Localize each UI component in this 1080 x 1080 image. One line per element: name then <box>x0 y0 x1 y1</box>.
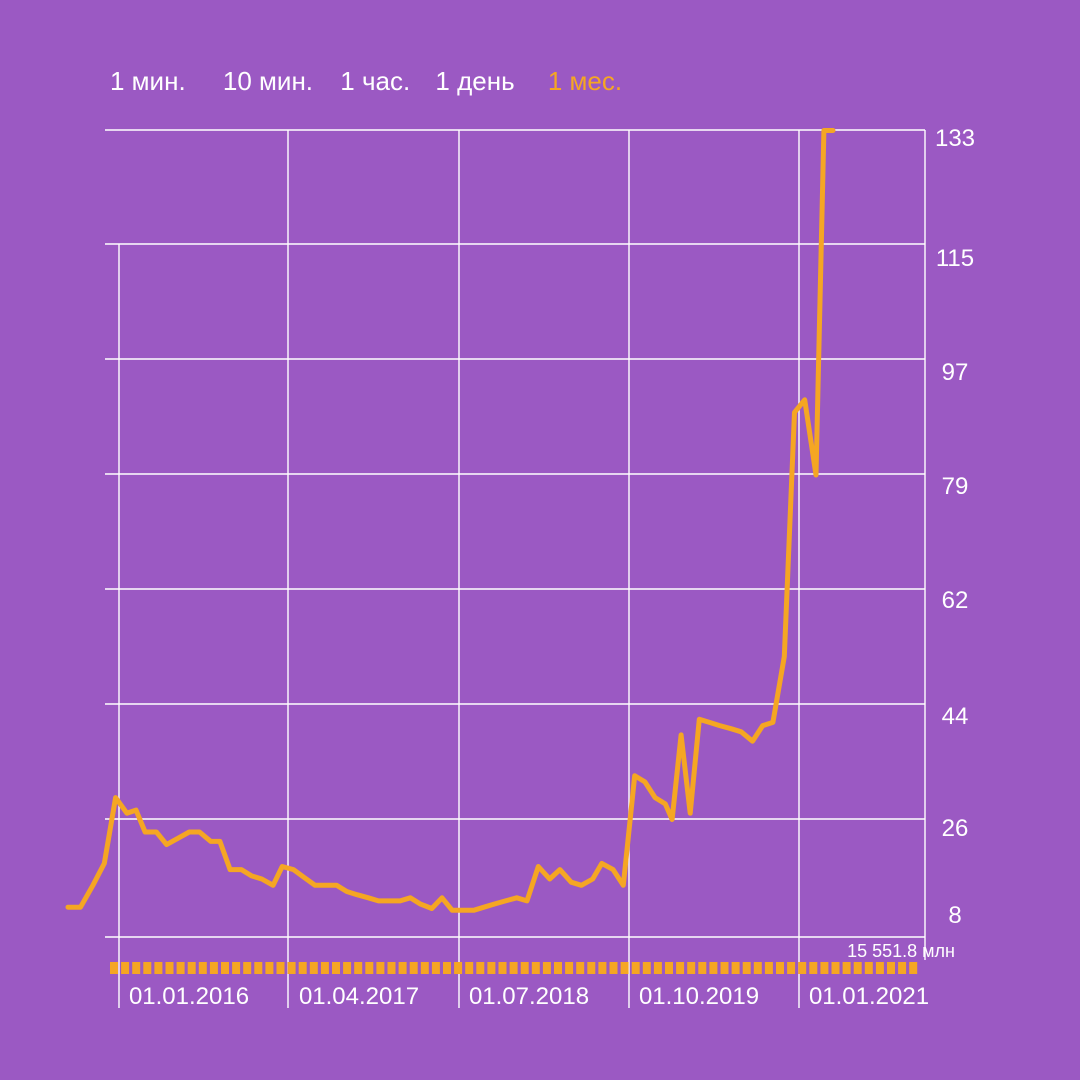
volume-segment <box>265 962 274 974</box>
volume-segment <box>853 962 862 974</box>
volume-segment <box>520 962 529 974</box>
volume-segment <box>354 962 363 974</box>
volume-segment <box>620 962 629 974</box>
volume-segment <box>143 962 152 974</box>
volume-label: 15 551.8 млн <box>847 941 955 961</box>
volume-segment <box>764 962 773 974</box>
volume-segment <box>443 962 451 974</box>
volume-segment <box>254 962 263 974</box>
volume-segment <box>698 962 707 974</box>
tab-10-min[interactable]: 10 мин. <box>222 66 314 96</box>
volume-segment <box>154 962 163 974</box>
volume-segment <box>820 962 829 974</box>
volume-segment <box>221 962 229 974</box>
volume-segment <box>653 962 662 974</box>
volume-segment <box>121 962 130 974</box>
x-tick-label: 01.01.2016 <box>129 983 249 1010</box>
series-line <box>65 128 836 913</box>
volume-segment <box>742 962 751 974</box>
volume-segment <box>165 962 174 974</box>
volume-segment <box>642 962 651 974</box>
y-tick-label: 97 <box>942 359 969 386</box>
tab-1-hour[interactable]: 1 час. <box>340 66 411 96</box>
volume-segment <box>909 962 918 974</box>
volume-segment <box>509 962 518 974</box>
volume-segment <box>209 962 218 974</box>
volume-segment <box>720 962 729 974</box>
volume-segment <box>454 962 463 974</box>
volume-segment <box>875 962 884 974</box>
volume-segment <box>731 962 740 974</box>
volume-segment <box>276 962 285 974</box>
volume-segment <box>298 962 307 974</box>
volume-segment <box>320 962 329 974</box>
volume-segment <box>809 962 818 974</box>
volume-segment <box>787 962 796 974</box>
volume-segment <box>132 962 141 974</box>
volume-segment <box>565 962 574 974</box>
volume-segment <box>376 962 385 974</box>
volume-segment <box>609 962 618 974</box>
volume-segment <box>842 962 851 974</box>
volume-segment <box>431 962 440 974</box>
volume-segment <box>498 962 507 974</box>
x-tick-label: 01.04.2017 <box>299 983 419 1010</box>
y-tick-label: 79 <box>942 473 969 500</box>
tab-1-month[interactable]: 1 мес. <box>547 66 623 96</box>
volume-segment <box>531 962 540 974</box>
volume-segment <box>753 962 762 974</box>
volume-segment <box>198 962 207 974</box>
timeframe-tabs: 1 мин. 10 мин. 1 час. 1 день 1 мес. <box>110 66 622 97</box>
volume-segment <box>110 962 118 974</box>
volume-segment <box>887 962 895 974</box>
volume-segment <box>409 962 418 974</box>
volume-segment <box>587 962 596 974</box>
volume-segment <box>387 962 396 974</box>
volume-segment <box>332 962 340 974</box>
volume-segment <box>776 962 784 974</box>
y-tick-label: 115 <box>936 245 974 272</box>
volume-segment <box>309 962 318 974</box>
volume-segment <box>487 962 496 974</box>
volume-segment <box>365 962 374 974</box>
volume-segment <box>709 962 718 974</box>
volume-segment <box>898 962 907 974</box>
y-tick-label: 26 <box>942 815 969 842</box>
volume-segment <box>798 962 807 974</box>
volume-segment <box>864 962 873 974</box>
volume-segment <box>598 962 607 974</box>
volume-segment <box>398 962 407 974</box>
volume-segment <box>676 962 685 974</box>
volume-segment <box>542 962 551 974</box>
volume-segment <box>187 962 196 974</box>
volume-segment <box>831 962 840 974</box>
y-axis-labels: 133 115 97 79 62 44 26 8 <box>935 125 975 929</box>
chart-grid <box>105 129 926 1008</box>
volume-segment <box>232 962 241 974</box>
volume-segment <box>476 962 485 974</box>
tab-1-day[interactable]: 1 день <box>435 66 515 96</box>
tab-1-min[interactable]: 1 мин. <box>110 66 186 96</box>
x-tick-label: 01.01.2021 <box>809 983 929 1010</box>
x-axis-labels: 01.01.2016 01.04.2017 01.07.2018 01.10.2019… <box>129 983 929 1010</box>
volume-segment <box>287 962 296 974</box>
volume-segment <box>465 962 474 974</box>
volume-segment <box>420 962 429 974</box>
volume-segment <box>665 962 673 974</box>
volume-segment <box>554 962 562 974</box>
volume-bar <box>110 962 918 974</box>
volume-segment <box>176 962 185 974</box>
y-tick-label: 8 <box>948 902 961 929</box>
y-tick-label: 62 <box>942 587 969 614</box>
x-tick-label: 01.07.2018 <box>469 983 589 1010</box>
volume-segment <box>343 962 352 974</box>
x-tick-label: 01.10.2019 <box>639 983 759 1010</box>
volume-segment <box>576 962 585 974</box>
volume-segment <box>687 962 696 974</box>
volume-segment <box>631 962 640 974</box>
y-tick-label: 44 <box>942 703 969 730</box>
y-tick-label: 133 <box>935 125 975 152</box>
volume-segment <box>243 962 252 974</box>
